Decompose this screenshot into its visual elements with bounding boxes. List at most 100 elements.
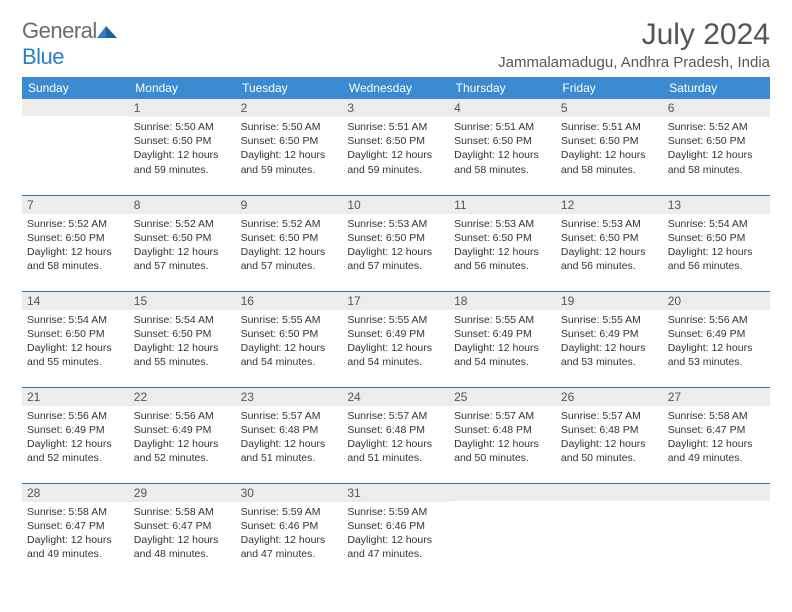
calendar-day-cell: 4Sunrise: 5:51 AMSunset: 6:50 PMDaylight… [449, 99, 556, 195]
calendar-day-cell: 19Sunrise: 5:55 AMSunset: 6:49 PMDayligh… [556, 291, 663, 387]
day-number: 26 [556, 388, 663, 406]
calendar-week-row: 7Sunrise: 5:52 AMSunset: 6:50 PMDaylight… [22, 195, 770, 291]
calendar-day-cell: 2Sunrise: 5:50 AMSunset: 6:50 PMDaylight… [236, 99, 343, 195]
day-sun-data: Sunrise: 5:59 AMSunset: 6:46 PMDaylight:… [236, 502, 343, 566]
day-number: 25 [449, 388, 556, 406]
day-number: 20 [663, 292, 770, 310]
day-sun-data: Sunrise: 5:59 AMSunset: 6:46 PMDaylight:… [342, 502, 449, 566]
calendar-week-row: 14Sunrise: 5:54 AMSunset: 6:50 PMDayligh… [22, 291, 770, 387]
day-sun-data: Sunrise: 5:57 AMSunset: 6:48 PMDaylight:… [449, 406, 556, 470]
day-sun-data: Sunrise: 5:53 AMSunset: 6:50 PMDaylight:… [556, 214, 663, 278]
day-sun-data: Sunrise: 5:50 AMSunset: 6:50 PMDaylight:… [236, 117, 343, 181]
day-sun-data: Sunrise: 5:53 AMSunset: 6:50 PMDaylight:… [342, 214, 449, 278]
day-number: 19 [556, 292, 663, 310]
day-sun-data: Sunrise: 5:57 AMSunset: 6:48 PMDaylight:… [556, 406, 663, 470]
calendar-day-cell: 31Sunrise: 5:59 AMSunset: 6:46 PMDayligh… [342, 483, 449, 579]
calendar-day-cell: 10Sunrise: 5:53 AMSunset: 6:50 PMDayligh… [342, 195, 449, 291]
day-sun-data: Sunrise: 5:52 AMSunset: 6:50 PMDaylight:… [236, 214, 343, 278]
day-sun-data: Sunrise: 5:52 AMSunset: 6:50 PMDaylight:… [22, 214, 129, 278]
calendar-day-cell: 27Sunrise: 5:58 AMSunset: 6:47 PMDayligh… [663, 387, 770, 483]
day-sun-data: Sunrise: 5:54 AMSunset: 6:50 PMDaylight:… [663, 214, 770, 278]
day-sun-data: Sunrise: 5:55 AMSunset: 6:49 PMDaylight:… [449, 310, 556, 374]
dayname-header: Thursday [449, 77, 556, 99]
day-sun-data: Sunrise: 5:51 AMSunset: 6:50 PMDaylight:… [556, 117, 663, 181]
dayname-header: Saturday [663, 77, 770, 99]
calendar-day-cell: 15Sunrise: 5:54 AMSunset: 6:50 PMDayligh… [129, 291, 236, 387]
dayname-header: Friday [556, 77, 663, 99]
calendar-day-cell: 7Sunrise: 5:52 AMSunset: 6:50 PMDaylight… [22, 195, 129, 291]
calendar-day-cell: 8Sunrise: 5:52 AMSunset: 6:50 PMDaylight… [129, 195, 236, 291]
day-number: 3 [342, 99, 449, 117]
calendar-day-cell: 29Sunrise: 5:58 AMSunset: 6:47 PMDayligh… [129, 483, 236, 579]
calendar-day-cell: 28Sunrise: 5:58 AMSunset: 6:47 PMDayligh… [22, 483, 129, 579]
day-number: 4 [449, 99, 556, 117]
day-sun-data: Sunrise: 5:56 AMSunset: 6:49 PMDaylight:… [663, 310, 770, 374]
day-number: 22 [129, 388, 236, 406]
calendar-day-cell [663, 483, 770, 579]
day-sun-data: Sunrise: 5:53 AMSunset: 6:50 PMDaylight:… [449, 214, 556, 278]
logo-text: GeneralBlue [22, 18, 117, 70]
day-sun-data: Sunrise: 5:57 AMSunset: 6:48 PMDaylight:… [236, 406, 343, 470]
day-sun-data: Sunrise: 5:58 AMSunset: 6:47 PMDaylight:… [22, 502, 129, 566]
day-number [449, 484, 556, 501]
calendar-day-cell: 17Sunrise: 5:55 AMSunset: 6:49 PMDayligh… [342, 291, 449, 387]
day-sun-data: Sunrise: 5:55 AMSunset: 6:49 PMDaylight:… [342, 310, 449, 374]
day-sun-data: Sunrise: 5:52 AMSunset: 6:50 PMDaylight:… [129, 214, 236, 278]
day-number: 1 [129, 99, 236, 117]
day-number: 17 [342, 292, 449, 310]
calendar-day-cell: 30Sunrise: 5:59 AMSunset: 6:46 PMDayligh… [236, 483, 343, 579]
dayname-header: Tuesday [236, 77, 343, 99]
day-number: 24 [342, 388, 449, 406]
day-number [663, 484, 770, 501]
calendar-day-cell: 18Sunrise: 5:55 AMSunset: 6:49 PMDayligh… [449, 291, 556, 387]
calendar-day-cell: 26Sunrise: 5:57 AMSunset: 6:48 PMDayligh… [556, 387, 663, 483]
dayname-header: Wednesday [342, 77, 449, 99]
day-number: 27 [663, 388, 770, 406]
day-number: 21 [22, 388, 129, 406]
day-sun-data: Sunrise: 5:58 AMSunset: 6:47 PMDaylight:… [663, 406, 770, 470]
day-number: 8 [129, 196, 236, 214]
calendar-day-cell: 16Sunrise: 5:55 AMSunset: 6:50 PMDayligh… [236, 291, 343, 387]
day-sun-data: Sunrise: 5:57 AMSunset: 6:48 PMDaylight:… [342, 406, 449, 470]
calendar-day-cell: 9Sunrise: 5:52 AMSunset: 6:50 PMDaylight… [236, 195, 343, 291]
calendar-day-cell: 21Sunrise: 5:56 AMSunset: 6:49 PMDayligh… [22, 387, 129, 483]
logo-mark-icon [97, 24, 117, 38]
day-sun-data: Sunrise: 5:56 AMSunset: 6:49 PMDaylight:… [22, 406, 129, 470]
day-number: 30 [236, 484, 343, 502]
day-number: 13 [663, 196, 770, 214]
logo-text-blue: Blue [22, 44, 64, 69]
day-number: 18 [449, 292, 556, 310]
calendar-day-cell: 6Sunrise: 5:52 AMSunset: 6:50 PMDaylight… [663, 99, 770, 195]
month-title: July 2024 [498, 18, 770, 52]
calendar-day-cell: 24Sunrise: 5:57 AMSunset: 6:48 PMDayligh… [342, 387, 449, 483]
day-sun-data: Sunrise: 5:50 AMSunset: 6:50 PMDaylight:… [129, 117, 236, 181]
logo-text-gray: General [22, 18, 97, 43]
day-number: 31 [342, 484, 449, 502]
logo: GeneralBlue [22, 18, 117, 70]
calendar-day-cell: 3Sunrise: 5:51 AMSunset: 6:50 PMDaylight… [342, 99, 449, 195]
day-number: 9 [236, 196, 343, 214]
calendar-day-cell: 22Sunrise: 5:56 AMSunset: 6:49 PMDayligh… [129, 387, 236, 483]
dayname-header: Sunday [22, 77, 129, 99]
day-sun-data: Sunrise: 5:54 AMSunset: 6:50 PMDaylight:… [129, 310, 236, 374]
day-sun-data: Sunrise: 5:56 AMSunset: 6:49 PMDaylight:… [129, 406, 236, 470]
day-number: 12 [556, 196, 663, 214]
calendar-week-row: 1Sunrise: 5:50 AMSunset: 6:50 PMDaylight… [22, 99, 770, 195]
calendar-day-cell: 5Sunrise: 5:51 AMSunset: 6:50 PMDaylight… [556, 99, 663, 195]
calendar-day-cell: 14Sunrise: 5:54 AMSunset: 6:50 PMDayligh… [22, 291, 129, 387]
day-number [22, 99, 129, 116]
day-number: 16 [236, 292, 343, 310]
calendar-day-cell: 1Sunrise: 5:50 AMSunset: 6:50 PMDaylight… [129, 99, 236, 195]
day-number: 5 [556, 99, 663, 117]
day-number: 23 [236, 388, 343, 406]
day-number [556, 484, 663, 501]
day-number: 28 [22, 484, 129, 502]
calendar-day-cell: 25Sunrise: 5:57 AMSunset: 6:48 PMDayligh… [449, 387, 556, 483]
calendar-day-cell [22, 99, 129, 195]
day-sun-data: Sunrise: 5:54 AMSunset: 6:50 PMDaylight:… [22, 310, 129, 374]
day-sun-data: Sunrise: 5:51 AMSunset: 6:50 PMDaylight:… [449, 117, 556, 181]
day-number: 10 [342, 196, 449, 214]
day-number: 29 [129, 484, 236, 502]
day-sun-data: Sunrise: 5:55 AMSunset: 6:50 PMDaylight:… [236, 310, 343, 374]
calendar-week-row: 28Sunrise: 5:58 AMSunset: 6:47 PMDayligh… [22, 483, 770, 579]
